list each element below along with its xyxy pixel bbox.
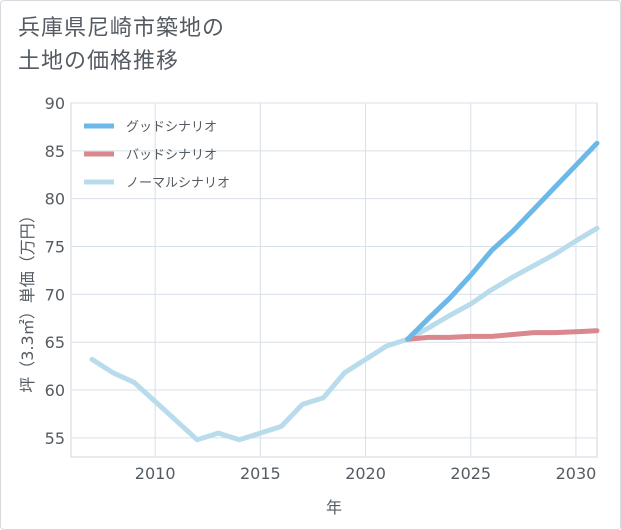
series-line-bad xyxy=(405,328,600,342)
y-tick-label: 60 xyxy=(45,381,65,400)
x-tick-label: 2020 xyxy=(345,464,386,483)
legend-label-normal: ノーマルシナリオ xyxy=(126,176,230,191)
legend-label-good: グッドシナリオ xyxy=(126,120,217,135)
y-tick-label: 80 xyxy=(45,190,65,209)
grid-lines xyxy=(71,102,597,457)
x-tick-label: 2010 xyxy=(135,464,176,483)
y-tick-label: 90 xyxy=(45,94,65,113)
x-tick-label: 2030 xyxy=(556,464,597,483)
series-lines xyxy=(89,140,600,443)
x-tick-label: 2025 xyxy=(450,464,491,483)
y-tick-label: 65 xyxy=(45,333,65,352)
y-tick-label: 55 xyxy=(45,429,65,448)
legend-label-bad: バッドシナリオ xyxy=(126,148,217,163)
y-tick-label: 75 xyxy=(45,238,65,257)
chart-title-line-1: 兵庫県尼崎市築地の xyxy=(18,16,226,41)
y-tick-label: 70 xyxy=(45,285,65,304)
y-axis-label: 坪（3.3㎡）単価（万円） xyxy=(18,207,37,392)
y-tick-label: 85 xyxy=(45,142,65,161)
x-tick-label: 2015 xyxy=(240,464,281,483)
series-line-normal xyxy=(89,225,600,443)
chart-title-line-2: 土地の価格推移 xyxy=(18,49,180,74)
x-tick-labels: 2010 2015 2020 2025 2030 xyxy=(135,464,597,483)
y-tick-labels: 55 60 65 70 75 80 85 90 xyxy=(45,94,65,448)
x-axis-label: 年 xyxy=(326,498,342,517)
series-line-good xyxy=(405,140,600,342)
chart-title: 兵庫県尼崎市築地の 土地の価格推移 xyxy=(18,12,225,78)
